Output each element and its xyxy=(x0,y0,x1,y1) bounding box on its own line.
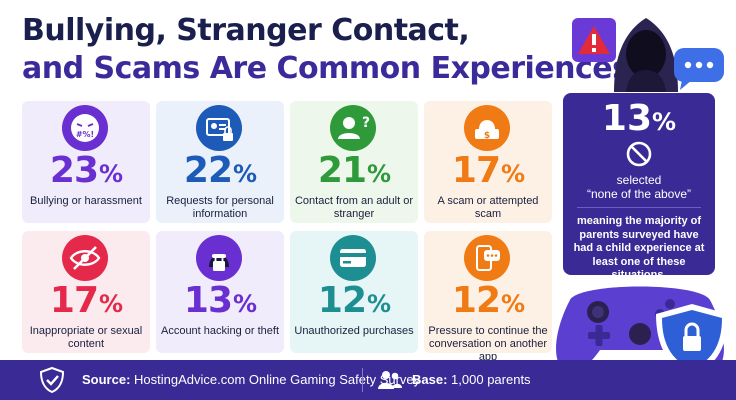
source-label: Source: xyxy=(82,372,131,387)
title-line-2: and Scams Are Common Experiences xyxy=(22,51,630,86)
page-title: Bullying, Stranger Contact, and Scams Ar… xyxy=(22,12,630,88)
percent-sign: % xyxy=(99,290,123,318)
base-value: 1,000 parents xyxy=(451,372,531,387)
percent-sign: % xyxy=(367,160,391,188)
stat-value: 12 xyxy=(451,280,501,321)
svg-text:?: ? xyxy=(362,115,370,131)
stat-value: 17 xyxy=(451,150,501,191)
game-controller-shield-icon xyxy=(556,286,728,376)
percent-sign: % xyxy=(501,290,525,318)
unknown-person-icon: ? xyxy=(330,105,376,151)
id-card-lock-icon xyxy=(196,105,242,151)
source-value: HostingAdvice.com Online Gaming Safety S… xyxy=(134,372,421,387)
stat-value: 23 xyxy=(49,150,99,191)
percent-sign: % xyxy=(233,290,257,318)
base-text: Base: 1,000 parents xyxy=(412,372,531,388)
stat-value: 22 xyxy=(183,150,233,191)
stat-card-bullying: #%! 23% Bullying or harassment xyxy=(22,101,150,223)
eye-blocked-icon xyxy=(62,235,108,281)
scam-laptop-icon: $ xyxy=(464,105,510,151)
stat-card-personal-info: 22% Requests for personal information xyxy=(156,101,284,223)
percent-sign: % xyxy=(233,160,257,188)
none-value: 13 xyxy=(601,98,653,139)
stat-label: Contact from an adult or stranger xyxy=(294,195,413,220)
svg-text:#%!: #%! xyxy=(76,130,94,139)
angry-face-icon: #%! xyxy=(62,105,108,151)
stat-value: 21 xyxy=(317,150,367,191)
stat-value: 12 xyxy=(317,280,367,321)
stat-label: Requests for personal information xyxy=(166,195,274,220)
percent-sign: % xyxy=(367,290,391,318)
stat-card-unauthorized-purchases: 12% Unauthorized purchases xyxy=(290,231,418,353)
selected-quote: “none of the above” xyxy=(586,187,692,201)
stat-label: Pressure to continue the conversation on… xyxy=(428,325,548,363)
footer-bar: Source: HostingAdvice.com Online Gaming … xyxy=(0,360,736,400)
stat-label: Bullying or harassment xyxy=(30,195,142,207)
source-text: Source: HostingAdvice.com Online Gaming … xyxy=(82,372,420,388)
prohibited-icon xyxy=(626,141,652,167)
stat-label: Account hacking or theft xyxy=(160,325,279,337)
svg-text:$: $ xyxy=(484,131,490,141)
stat-card-scam: $ 17% A scam or attempted scam xyxy=(424,101,552,223)
title-line-1: Bullying, Stranger Contact, xyxy=(22,13,470,48)
phone-chat-icon xyxy=(464,235,510,281)
stat-card-inappropriate-content: 17% Inappropriate or sexual content xyxy=(22,231,150,353)
selected-text: selected xyxy=(616,173,662,187)
stat-label: Unauthorized purchases xyxy=(294,325,414,337)
footer-separator xyxy=(362,368,363,392)
base-label: Base: xyxy=(412,372,448,387)
divider xyxy=(577,207,701,208)
percent-sign: % xyxy=(652,108,677,136)
percent-sign: % xyxy=(501,160,525,188)
stat-value: 17 xyxy=(49,280,99,321)
none-description: meaning the majority of parents surveyed… xyxy=(573,215,705,281)
stat-label: Inappropriate or sexual content xyxy=(29,325,143,350)
stat-value: 13 xyxy=(183,280,233,321)
credit-card-icon xyxy=(330,235,376,281)
stat-label: A scam or attempted scam xyxy=(437,195,539,220)
people-icon xyxy=(378,371,402,389)
stat-card-pressure-other-app: 12% Pressure to continue the conversatio… xyxy=(424,231,552,363)
stat-card-stranger-contact: ? 21% Contact from an adult or stranger xyxy=(290,101,418,223)
percent-sign: % xyxy=(99,160,123,188)
none-of-the-above-panel: 13% selected “none of the above” meaning… xyxy=(563,93,715,281)
hacker-lock-icon xyxy=(196,235,242,281)
shield-check-icon xyxy=(39,366,65,394)
stats-grid: #%! 23% Bullying or harassment 22% Reque… xyxy=(22,101,552,363)
stat-card-account-hacking: 13% Account hacking or theft xyxy=(156,231,284,353)
hacker-illustration-icon xyxy=(572,18,724,92)
